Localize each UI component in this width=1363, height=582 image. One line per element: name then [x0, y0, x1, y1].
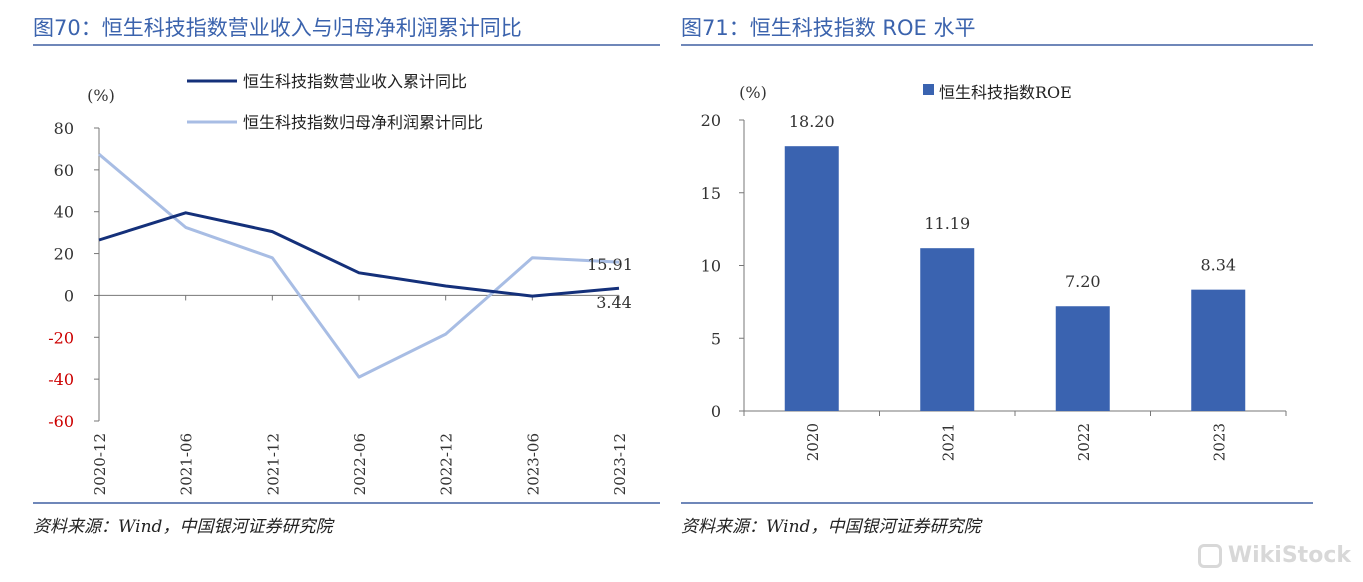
bar-roe-2021	[920, 248, 975, 411]
left-source-note: 资料来源：Wind，中国银河证券研究院	[33, 517, 333, 537]
bar-data-label: 8.34	[1200, 256, 1236, 275]
legend-label-profit: 恒生科技指数归母净利润累计同比	[243, 113, 483, 132]
bar-series-group: 18.20 11.19 7.20 8.34	[784, 112, 1246, 411]
annotation-profit-last: 15.91	[587, 255, 633, 274]
line-x-tick-label: 2023-12	[611, 433, 629, 495]
line-y-tick-label: 80	[54, 119, 74, 138]
line-x-tick-label: 2021-06	[178, 433, 196, 495]
legend-label-roe: 恒生科技指数ROE	[939, 83, 1072, 102]
right-figure-panel: 图71：恒生科技指数 ROE 水平 (%) 恒生科技指数ROE 20 15 10 5 0…	[676, 0, 1363, 582]
right-title-rule	[681, 44, 1313, 46]
line-x-axis: 2020-12 2021-06 2021-12 2022-06 2022-12 2023-…	[91, 294, 629, 495]
line-x-tick-label: 2022-12	[438, 433, 456, 495]
bar-x-tick-label: 2021	[939, 423, 957, 461]
left-figure-panel: 图70：恒生科技指数营业收入与归母净利润累计同比 (%) 80 60 40 20 0 -2…	[0, 0, 660, 582]
right-source-note: 资料来源：Wind，中国银河证券研究院	[681, 517, 981, 537]
watermark: WikiStock	[1197, 543, 1351, 568]
left-figure-title: 图70：恒生科技指数营业收入与归母净利润累计同比	[33, 16, 522, 40]
line-y-tick-label: -40	[48, 370, 74, 389]
line-series-revenue	[98, 211, 620, 298]
line-x-tick-label: 2022-06	[351, 433, 369, 495]
line-x-tick-label: 2023-06	[524, 433, 542, 495]
bar-x-tick-label: 2023	[1210, 423, 1228, 461]
legend-label-revenue: 恒生科技指数营业收入累计同比	[243, 72, 467, 91]
right-source-rule	[681, 502, 1313, 504]
line-unit-label: (%)	[87, 86, 115, 105]
bar-data-label: 7.20	[1065, 272, 1101, 291]
watermark-text: WikiStock	[1227, 543, 1351, 568]
bar-y-tick-label: 20	[701, 111, 721, 130]
bar-roe-2023	[1191, 289, 1246, 411]
bar-y-tick-label: 15	[701, 184, 721, 203]
left-source-rule	[33, 502, 660, 504]
line-y-tick-label: 60	[54, 161, 74, 180]
line-legend: 恒生科技指数营业收入累计同比 恒生科技指数归母净利润累计同比	[187, 72, 483, 132]
bar-x-tick-label: 2020	[804, 423, 822, 461]
watermark-logo-icon	[1197, 544, 1222, 568]
bar-roe-2020	[784, 146, 839, 411]
bar-roe-2022	[1055, 306, 1110, 411]
line-y-tick-label: -60	[48, 412, 74, 431]
bar-y-axis: 20 15 10 5 0	[701, 111, 745, 421]
annotation-revenue-last: 3.44	[596, 293, 632, 312]
bar-y-tick-label: 10	[701, 257, 721, 276]
line-y-tick-label: 0	[64, 286, 74, 305]
line-series-group	[98, 153, 620, 379]
left-title-rule	[33, 44, 660, 46]
line-series-profit	[98, 153, 620, 379]
line-x-tick-label: 2020-12	[91, 433, 109, 495]
bar-x-axis: 2020 2021 2022 2023	[743, 410, 1287, 461]
bar-y-tick-label: 0	[711, 402, 721, 421]
bar-y-tick-label: 5	[711, 329, 721, 348]
bar-data-label: 18.20	[789, 112, 835, 131]
line-y-tick-label: -20	[48, 328, 74, 347]
line-y-tick-label: 40	[54, 203, 74, 222]
right-figure-title: 图71：恒生科技指数 ROE 水平	[681, 16, 976, 40]
line-y-axis: 80 60 40 20 0 -20 -40 -60	[48, 119, 100, 431]
legend-swatch-roe	[923, 84, 934, 95]
bar-unit-label: (%)	[739, 83, 767, 102]
bar-data-label: 11.19	[924, 214, 970, 233]
bar-x-tick-label: 2022	[1075, 423, 1093, 461]
line-x-tick-label: 2021-12	[264, 433, 282, 495]
line-y-tick-label: 20	[54, 245, 74, 264]
